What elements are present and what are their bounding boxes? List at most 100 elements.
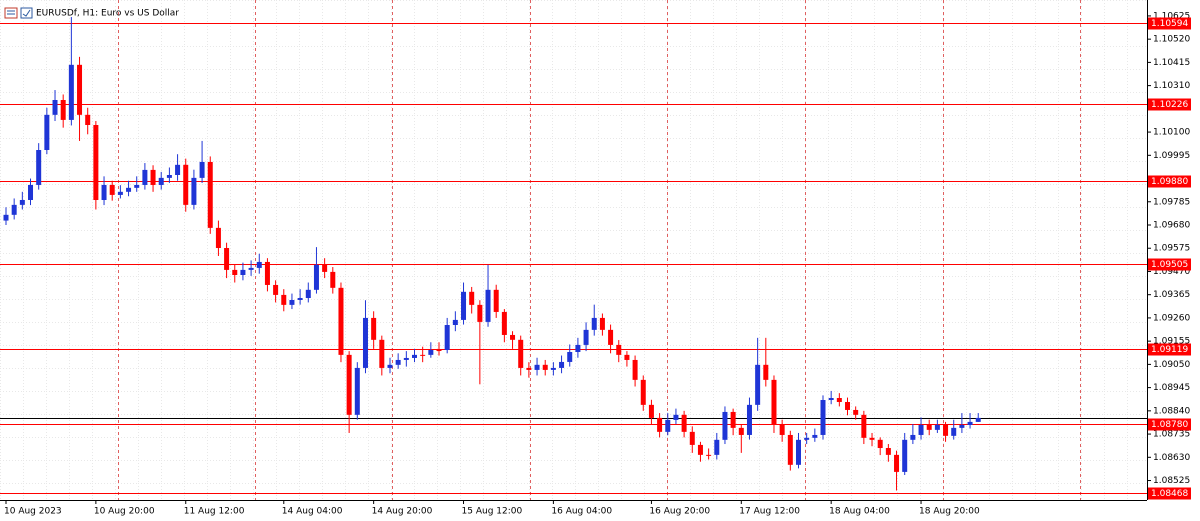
y-tick-label: 1.10310 <box>1153 81 1190 91</box>
candle-body <box>117 191 123 195</box>
candle-body <box>673 414 679 420</box>
y-tick-label: 1.08525 <box>1153 476 1190 486</box>
icon <box>20 7 33 19</box>
x-tick-label: 14 Aug 04:00 <box>282 507 343 517</box>
candle-body <box>567 351 573 362</box>
candle-body <box>559 361 565 368</box>
level-label: 1.10594 <box>1151 19 1188 29</box>
candle-body <box>526 367 532 370</box>
candle-body <box>158 177 164 185</box>
candle-body <box>52 100 58 115</box>
candle-body <box>599 317 605 330</box>
candle-body <box>714 439 720 455</box>
candle-body <box>648 404 654 418</box>
candle-body <box>763 364 769 380</box>
candle-body <box>199 161 205 178</box>
candle-body <box>60 100 66 120</box>
x-tick-label: 10 Aug 20:00 <box>94 507 155 517</box>
candle-body <box>77 64 83 115</box>
y-tick-label: 1.09470 <box>1153 267 1190 277</box>
y-tick-label: 1.09050 <box>1153 360 1190 370</box>
candle-body <box>681 414 687 432</box>
y-tick-label: 1.10625 <box>1153 11 1190 21</box>
level-label-box <box>1148 487 1191 500</box>
level-label-box <box>1148 343 1191 356</box>
candle-body <box>224 248 230 270</box>
candle-body <box>608 329 614 345</box>
candle-body <box>877 439 883 449</box>
axes-layer: 1.10625 1.10520 1.10415 1.10310 1.10100 1.099… <box>4 11 1191 517</box>
candle-body <box>501 311 507 335</box>
candle-body <box>469 291 475 305</box>
candle-body <box>395 359 401 365</box>
candle-body <box>926 425 932 430</box>
candle-body <box>657 417 663 432</box>
y-tick-label: 1.08840 <box>1153 406 1190 416</box>
candle-body <box>861 414 867 438</box>
candle-body <box>191 177 197 205</box>
y-tick-label: 1.08735 <box>1153 430 1190 440</box>
candle-body <box>346 354 352 415</box>
candle-body <box>183 164 189 205</box>
candle-body <box>461 291 467 320</box>
candle-body <box>166 175 172 178</box>
candle-body <box>379 339 385 368</box>
candle-body <box>812 434 818 438</box>
candle-body <box>452 319 458 325</box>
candle-body <box>215 227 221 249</box>
icon <box>4 7 18 19</box>
candle-body <box>632 359 638 380</box>
level-label: 1.08468 <box>1151 489 1188 499</box>
candle-body <box>297 298 303 300</box>
candle-body <box>853 409 859 415</box>
x-tick-label: 16 Aug 04:00 <box>551 507 612 517</box>
plot-background <box>0 0 1147 500</box>
candle-body <box>575 344 581 352</box>
candle-body <box>289 300 295 305</box>
candle-body <box>19 200 25 205</box>
candle-body <box>338 287 344 355</box>
candle-body <box>387 364 393 368</box>
level-label: 1.10226 <box>1151 100 1188 110</box>
candle-body <box>403 357 409 360</box>
candle-body <box>412 354 417 358</box>
candle-body <box>175 164 181 175</box>
y-tick-label: 1.09365 <box>1153 290 1190 300</box>
candle-body <box>616 344 622 355</box>
candle-body <box>150 169 156 185</box>
candles-layer <box>3 17 981 491</box>
candle-body <box>910 434 916 440</box>
candle-body <box>934 425 940 430</box>
candle-body <box>510 334 516 340</box>
candle-body <box>28 184 34 200</box>
candle-body <box>36 150 42 185</box>
candle-body <box>305 289 311 299</box>
candle-body <box>322 264 328 272</box>
level-label-box <box>1148 17 1191 30</box>
level-label: 1.09505 <box>1151 260 1188 270</box>
candle-body <box>746 404 752 435</box>
candle-body <box>885 448 891 455</box>
candle-body <box>436 350 442 351</box>
candle-body <box>330 271 336 288</box>
candle-body <box>354 367 360 415</box>
y-tick-label: 1.09785 <box>1153 197 1190 207</box>
candle-body <box>273 284 279 295</box>
candle-body <box>795 439 801 465</box>
candle-body <box>836 398 842 402</box>
chart-title: EURUSDf, H1: Euro vs US Dollar <box>36 9 179 19</box>
candle-body <box>232 269 238 275</box>
candle-body <box>3 214 9 221</box>
candle-body <box>248 267 254 270</box>
candle-body <box>420 354 426 356</box>
level-label-box <box>1148 418 1191 431</box>
y-tick-label: 1.09575 <box>1153 244 1190 254</box>
y-tick-label: 1.10520 <box>1153 35 1190 45</box>
y-tick-label: 1.09260 <box>1153 313 1190 323</box>
candle-body <box>207 161 213 228</box>
candle-body <box>755 364 761 405</box>
candle-body <box>918 425 924 435</box>
x-tick-label: 18 Aug 20:00 <box>919 507 980 517</box>
level-label: 1.09119 <box>1151 345 1188 355</box>
